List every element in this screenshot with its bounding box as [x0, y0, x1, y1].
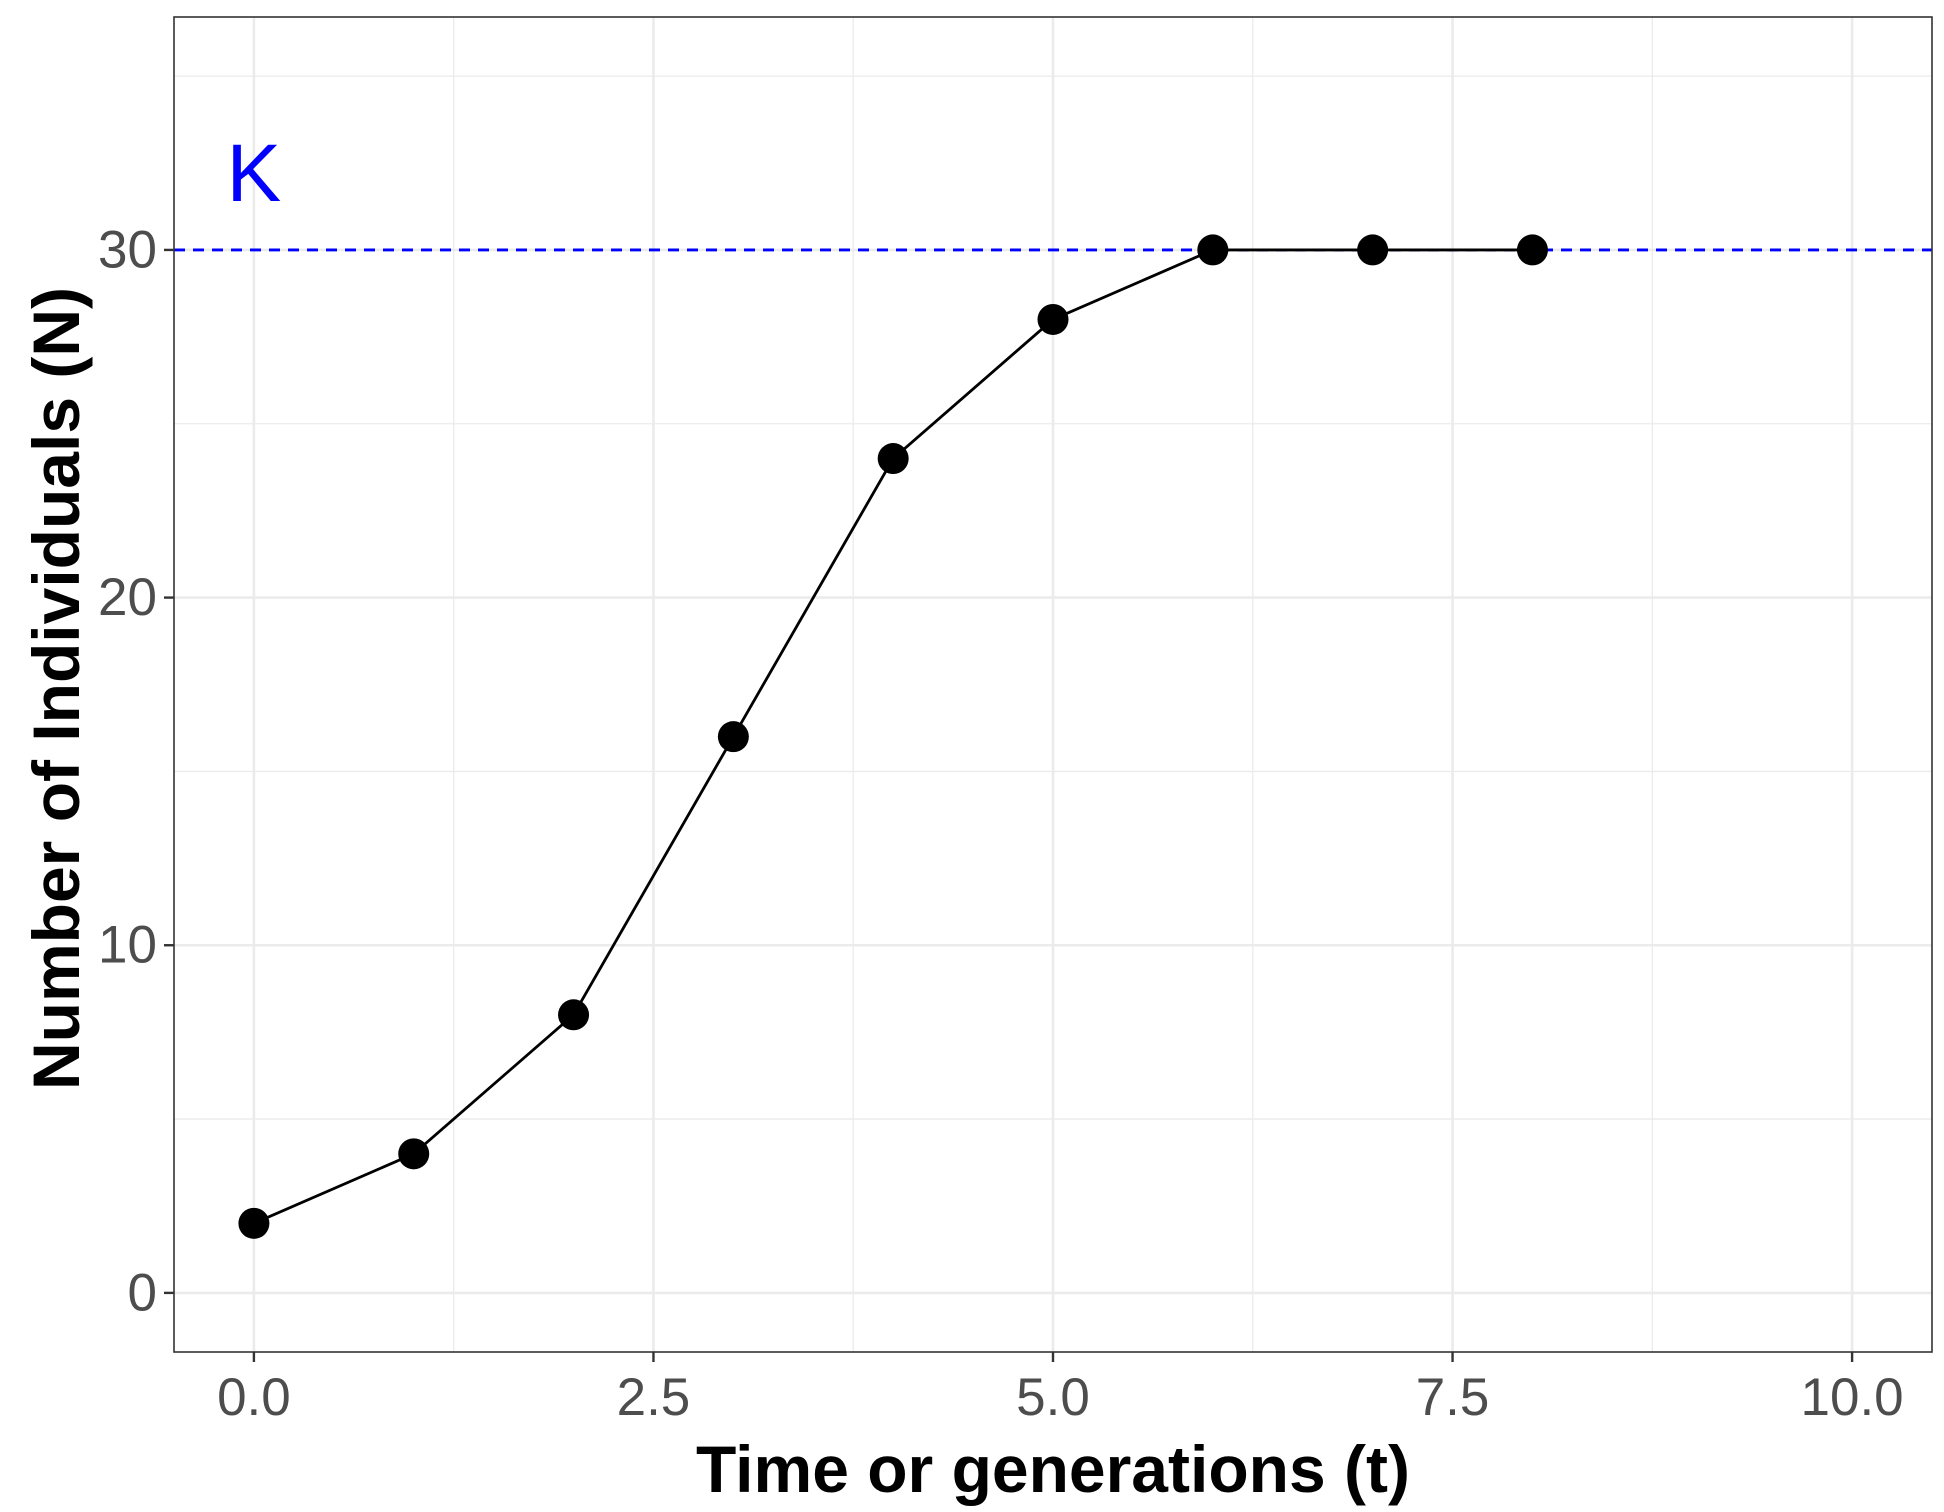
y-tick-label: 10 — [98, 916, 157, 975]
data-point — [1516, 234, 1548, 266]
data-point — [1037, 303, 1069, 335]
annotation-layer: K — [227, 128, 282, 219]
major-gridlines — [174, 17, 1932, 1352]
data-point — [877, 443, 909, 475]
data-point — [717, 721, 749, 753]
x-axis-ticks: 0.0 2.5 5.0 7.5 10.0 — [217, 1352, 1904, 1427]
data-point — [1197, 234, 1229, 266]
data-point — [398, 1138, 430, 1170]
data-point — [558, 999, 590, 1031]
series-layer — [238, 234, 1548, 1239]
x-tick-label: 2.5 — [617, 1368, 691, 1427]
x-tick-label: 0.0 — [217, 1368, 291, 1427]
y-tick-label: 20 — [98, 568, 157, 627]
x-tick-label: 7.5 — [1416, 1368, 1490, 1427]
x-tick-label: 10.0 — [1801, 1368, 1904, 1427]
y-tick-label: 30 — [98, 220, 157, 279]
y-tick-label: 0 — [128, 1263, 157, 1322]
k-annotation-label: K — [227, 128, 282, 219]
x-tick-label: 5.0 — [1016, 1368, 1090, 1427]
y-axis-title: Number of Individuals (N) — [19, 287, 93, 1090]
data-point — [1357, 234, 1389, 266]
data-point — [238, 1207, 270, 1239]
y-axis-ticks: 0 10 20 30 — [98, 220, 174, 1322]
x-axis-title: Time or generations (t) — [696, 1432, 1410, 1506]
